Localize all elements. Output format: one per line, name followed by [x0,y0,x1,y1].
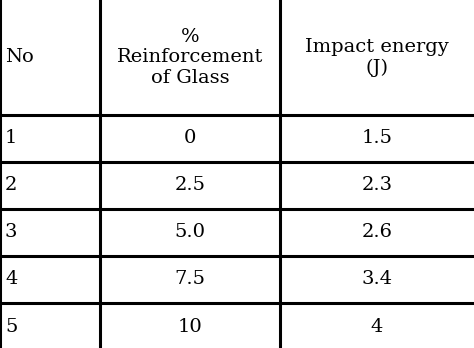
Text: 3: 3 [5,223,18,242]
Text: 2.3: 2.3 [362,176,392,195]
Text: 1: 1 [5,129,18,148]
Text: 10: 10 [178,317,202,335]
Text: 1.5: 1.5 [362,129,392,148]
Text: 2: 2 [5,176,18,195]
Text: 2.6: 2.6 [362,223,392,242]
Text: %
Reinforcement
of Glass: % Reinforcement of Glass [117,28,263,87]
Text: 7.5: 7.5 [174,270,206,288]
Text: Impact energy
(J): Impact energy (J) [305,38,449,77]
Text: 5.0: 5.0 [174,223,206,242]
Text: 3.4: 3.4 [362,270,392,288]
Text: No: No [5,48,34,66]
Text: 4: 4 [5,270,18,288]
Text: 2.5: 2.5 [174,176,206,195]
Text: 0: 0 [184,129,196,148]
Text: 4: 4 [371,317,383,335]
Text: 5: 5 [5,317,18,335]
